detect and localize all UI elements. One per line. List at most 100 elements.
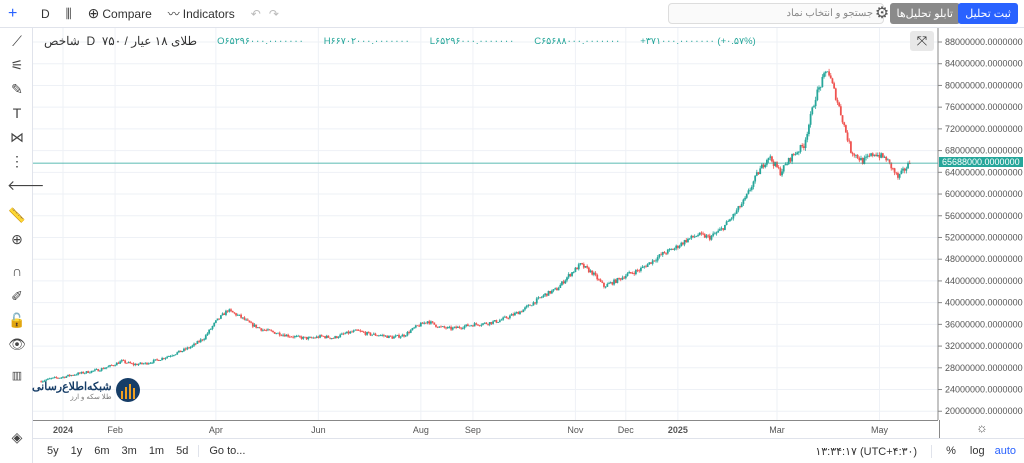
back-arrow-icon[interactable]: 🡐 [7,177,45,193]
candle-body [792,153,795,155]
zoom-in-icon[interactable]: ⊕ [11,231,23,247]
price-axis-label: 76000000.0000000 [945,102,1023,112]
range-buttons: 5y 1y 6m 3m 1m 5d [33,445,194,457]
candle-body [539,297,542,299]
candle-body [559,284,562,289]
candle-body [866,155,869,157]
candle-body [843,122,846,126]
lock-drawings-icon[interactable]: ✐ [11,288,23,304]
candle-body [557,288,560,291]
forecast-icon[interactable]: ⋮ [10,153,24,169]
candle-body [428,321,431,324]
settings-sun-icon[interactable]: ☼ [939,420,1024,438]
candle-body [319,335,321,338]
candle-body [903,168,906,171]
save-analysis-button[interactable]: ثبت تحلیل [958,3,1018,24]
candle-body [58,377,61,379]
price-chart[interactable]: 20000000.0000000 24000000.0000000 28000000… [33,28,1024,420]
trend-line-icon[interactable]: ⟋ [12,33,22,49]
candle-body [280,335,283,337]
candle-body [384,335,387,337]
range-3m[interactable]: 3m [121,445,137,457]
auto-toggle[interactable]: auto [994,445,1016,457]
candles-icon[interactable]: ⫼ [65,5,72,21]
range-1m[interactable]: 1m [148,445,165,457]
range-1y[interactable]: 1y [70,445,83,457]
magnet-icon[interactable]: ∩ [11,263,23,279]
candle-body [46,378,49,380]
text-icon[interactable]: T [12,105,22,121]
candle-body [774,162,777,166]
range-5y[interactable]: 5y [47,445,59,457]
candle-body [149,362,152,364]
candle-body [876,154,879,157]
percent-toggle[interactable]: % [946,445,956,457]
indicators-button[interactable]: 〰 Indicators [160,0,243,28]
candle-body [697,235,699,237]
crosshair-icon[interactable]: + [8,4,18,22]
candle-body [886,159,889,161]
lock-icon[interactable]: 🔓 [8,312,26,328]
time-axis[interactable]: 2024 Feb Apr Jun Aug Sep Nov Dec 2025 Mar May [33,420,938,438]
log-toggle[interactable]: log [969,445,985,457]
candle-body [285,334,288,337]
candle-body [146,362,148,365]
candle-body [339,334,342,338]
eye-icon[interactable]: 👁 [8,336,26,352]
candle-body [418,325,421,327]
brush-icon[interactable]: ✎ [11,81,23,97]
candle-body [700,232,703,234]
goto-button[interactable]: Go to... [198,445,245,457]
candle-body [120,360,123,362]
candle-body [702,233,704,235]
candle-body [445,327,447,329]
price-axis-label: 56000000.0000000 [945,211,1023,221]
redo-icon[interactable]: ↷ [268,6,279,21]
indicators-icon: 〰 [167,7,180,21]
undo-icon[interactable]: ↶ [250,6,261,21]
candle-body [729,219,731,222]
range-5d[interactable]: 5d [176,445,189,457]
ruler-icon[interactable]: 📏 [8,207,26,223]
candle-body [833,83,836,89]
candle-body [868,155,871,157]
candle-body [750,186,753,190]
candle-body [100,368,103,371]
candle-body [660,254,662,256]
candle-body [658,254,661,258]
candle-body [604,286,607,288]
symbol-search-input[interactable]: جستجو و انتخاب نماد [668,3,884,24]
logo-name: شبکه‌اطلاع‌رسانی [32,380,112,393]
range-6m[interactable]: 6m [94,445,110,457]
candle-body [236,314,239,316]
candle-body [125,362,128,364]
pattern-icon[interactable]: ⋈ [10,129,24,145]
candle-body [754,175,757,182]
gear-icon[interactable]: ⚙ [874,5,890,22]
candle-body [905,168,908,171]
candle-body [62,376,64,378]
layers-icon[interactable]: ◈ [11,429,23,445]
candle-body [567,274,570,278]
candle-body [110,365,113,366]
compare-button[interactable]: ⊕ Compare [80,0,160,28]
interval-button[interactable]: D [41,6,50,21]
candle-body [483,322,486,324]
fullscreen-icon[interactable]: ⤧ [910,31,934,51]
analysis-board-button[interactable]: تابلو تحلیل‌ها [889,3,960,24]
candle-body [322,335,325,337]
trash-icon[interactable]: ▥ [11,370,23,382]
candle-body [727,221,730,222]
candle-body [87,371,90,373]
candle-body [713,233,716,235]
candle-body [159,360,162,361]
candle-body [147,363,150,365]
candle-body [535,298,538,304]
candle-body [298,335,301,337]
candle-body [687,238,689,242]
fib-icon[interactable]: ⚟ [10,57,24,73]
candle-body [166,356,169,358]
candle-body [401,334,404,337]
candle-body [199,339,202,342]
price-axis-label: 72000000.0000000 [945,124,1023,134]
